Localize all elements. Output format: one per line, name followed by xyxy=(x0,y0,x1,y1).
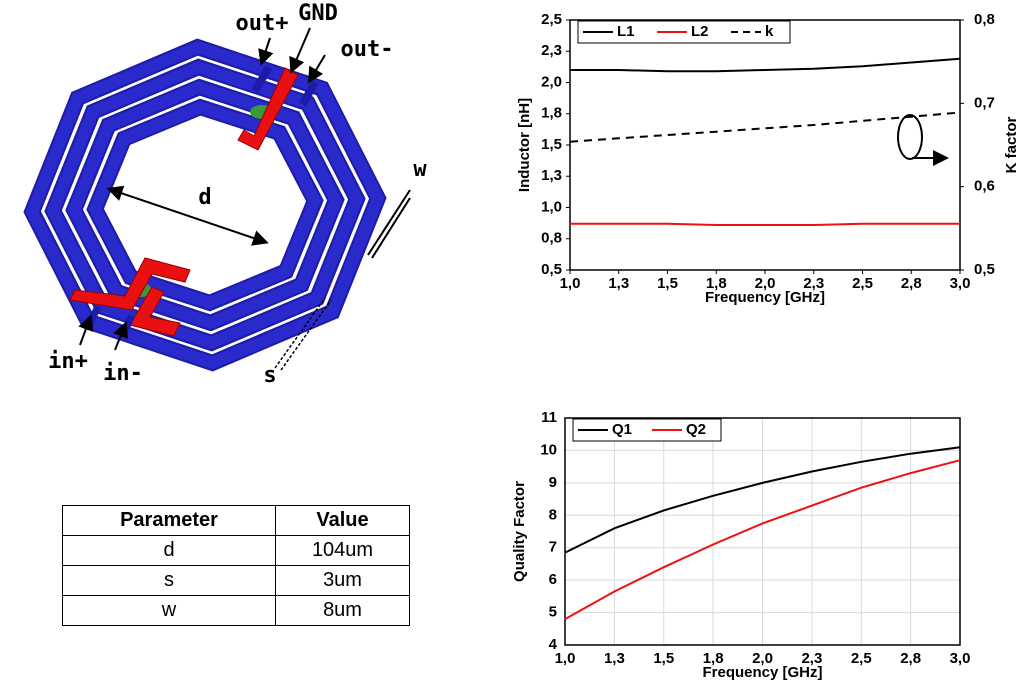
y2-tick-label: 0,8 xyxy=(974,11,995,28)
page: out+ GND out- w d in+ in- s 1,0 1,3 1,5 1,8… xyxy=(0,0,1027,698)
plot-frame xyxy=(570,20,960,270)
pointer xyxy=(262,38,270,62)
y-tick-label: 5 xyxy=(549,604,557,621)
series-line xyxy=(570,113,960,142)
pointer xyxy=(292,28,310,70)
y-axis-title: Quality Factor xyxy=(511,481,528,582)
y-tick-label: 9 xyxy=(549,474,557,491)
legend-label: L2 xyxy=(691,23,709,40)
label: in+ xyxy=(48,349,88,374)
y2-tick-label: 0,6 xyxy=(974,178,995,195)
y-tick-label: 1,5 xyxy=(541,136,562,153)
y2-axis-title: K factor xyxy=(1003,117,1020,174)
y-tick-label: 11 xyxy=(541,409,557,426)
x-tick-label: 1,3 xyxy=(604,650,625,667)
label: d xyxy=(198,185,211,210)
cell: 8um xyxy=(276,596,410,626)
y2-tick-label: 0,5 xyxy=(974,261,995,278)
legend-label: Q1 xyxy=(612,421,632,438)
x-tick-label: 2,5 xyxy=(852,275,873,292)
y2-tick-label: 0,7 xyxy=(974,94,995,111)
y-tick-label: 2,0 xyxy=(541,73,562,90)
legend-label: L1 xyxy=(617,23,635,40)
pointer xyxy=(310,55,325,80)
axis-indicator xyxy=(898,115,922,159)
x-tick-label: 1,0 xyxy=(560,275,581,292)
y-tick-label: 1,3 xyxy=(541,167,562,184)
y-tick-label: 1,8 xyxy=(541,105,562,122)
y-tick-label: 2,5 xyxy=(541,11,562,28)
legend-label: Q2 xyxy=(686,421,706,438)
series-line xyxy=(570,59,960,72)
label: out- xyxy=(341,37,394,62)
x-tick-label: 3,0 xyxy=(950,275,971,292)
x-tick-label: 2,8 xyxy=(901,275,922,292)
cell: 3um xyxy=(276,566,410,596)
cell: w xyxy=(63,596,276,626)
x-tick-label: 1,0 xyxy=(555,650,576,667)
label: s xyxy=(263,363,276,388)
cell: s xyxy=(63,566,276,596)
y-axis-title: Inductor [nH] xyxy=(516,98,533,192)
y-tick-label: 4 xyxy=(549,636,558,653)
series-line xyxy=(570,224,960,225)
header-cell: Value xyxy=(276,506,410,536)
y-tick-label: 6 xyxy=(549,571,557,588)
d-arrow xyxy=(118,192,265,242)
x-tick-label: 2,5 xyxy=(851,650,872,667)
x-tick-label: 1,5 xyxy=(653,650,674,667)
x-tick-label: 1,5 xyxy=(657,275,678,292)
legend-label: k xyxy=(765,23,774,40)
x-axis-title: Frequency [GHz] xyxy=(705,289,825,306)
label: w xyxy=(413,157,427,182)
y-tick-label: 0,8 xyxy=(541,230,562,247)
label: in- xyxy=(103,361,143,386)
x-tick-label: 2,8 xyxy=(900,650,921,667)
y-tick-label: 7 xyxy=(549,539,557,556)
label: GND xyxy=(298,1,338,26)
y-tick-label: 2,3 xyxy=(541,42,562,59)
y-tick-label: 0,5 xyxy=(541,261,562,278)
label: out+ xyxy=(236,11,289,36)
x-tick-label: 1,3 xyxy=(608,275,629,292)
x-axis-title: Frequency [GHz] xyxy=(702,664,822,681)
cell: d xyxy=(63,536,276,566)
y-tick-label: 1,0 xyxy=(541,198,562,215)
y-tick-label: 8 xyxy=(549,506,557,523)
x-tick-label: 3,0 xyxy=(950,650,971,667)
cell: 104um xyxy=(276,536,410,566)
header-cell: Parameter xyxy=(63,506,276,536)
y-tick-label: 10 xyxy=(540,441,557,458)
